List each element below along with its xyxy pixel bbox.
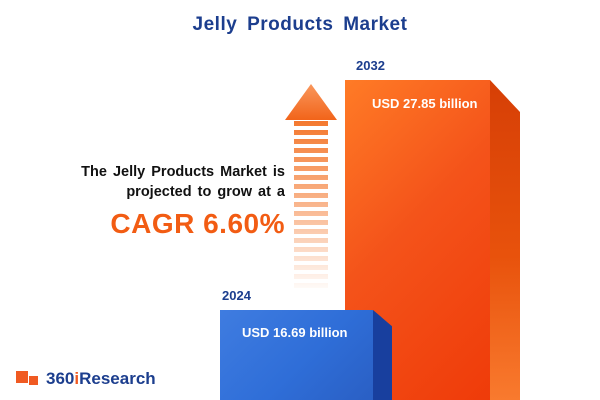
- annotation-line-2: projected to grow at a: [126, 184, 285, 200]
- annotation-line-1: The Jelly Products Market is: [81, 164, 285, 180]
- bar-value-2032: USD 27.85 billion: [372, 96, 478, 111]
- growth-arrow-shaft-icon: [294, 121, 328, 289]
- growth-arrow-head-icon: [285, 84, 337, 120]
- logo-360iresearch: 360iResearch: [16, 368, 156, 390]
- bar-2032-side-face: [490, 80, 520, 400]
- bar-2024: [220, 310, 373, 400]
- annotation-block: The Jelly Products Market is projected t…: [20, 162, 285, 240]
- cagr-value: CAGR 6.60%: [110, 208, 285, 239]
- logo-text-360: 360: [46, 369, 75, 388]
- chart-title: Jelly Products Market: [192, 14, 408, 35]
- logo-text: 360iResearch: [46, 369, 156, 389]
- year-label-2032: 2032: [356, 58, 385, 73]
- bar-2024-side-face: [373, 310, 392, 400]
- logo-text-research: Research: [79, 369, 156, 388]
- year-label-2024: 2024: [222, 288, 251, 303]
- logo-text-i: i: [74, 369, 80, 388]
- logo-squares-icon: [16, 368, 40, 390]
- bar-value-2024: USD 16.69 billion: [242, 325, 348, 340]
